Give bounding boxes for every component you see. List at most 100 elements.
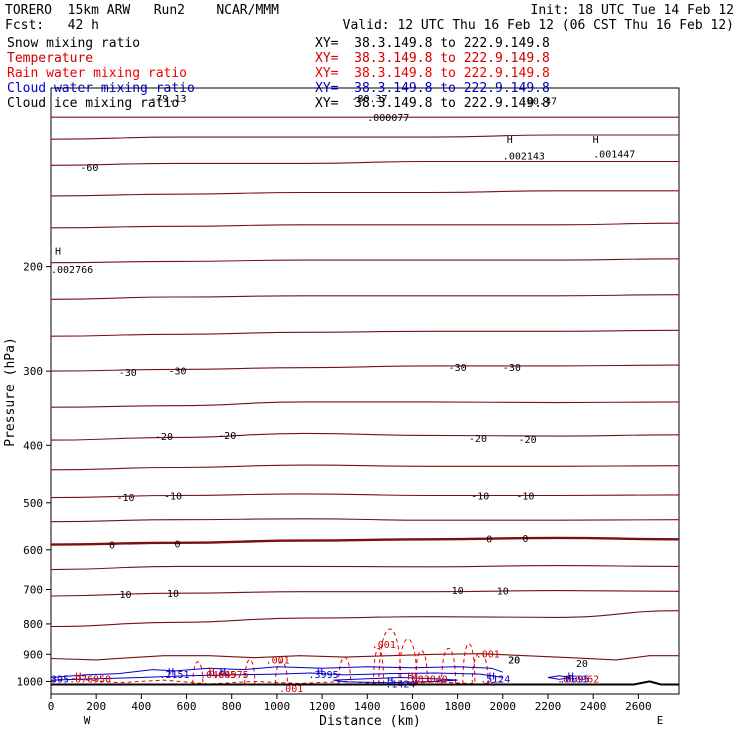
x-tick-label: 1200 bbox=[309, 700, 336, 713]
high-marker: H bbox=[317, 667, 323, 678]
cloud-water-contour bbox=[333, 676, 458, 684]
extremum-value-label: .002766 bbox=[51, 265, 93, 276]
temperature-contour bbox=[50, 518, 680, 523]
cloud-water-contour bbox=[547, 675, 571, 680]
temperature-contour bbox=[50, 294, 680, 300]
extremum-value-label: .04975 bbox=[213, 670, 249, 681]
x-tick-label: 1000 bbox=[264, 700, 291, 713]
field-temperature-label: Temperature bbox=[7, 51, 93, 66]
temperature-contour bbox=[50, 536, 680, 546]
extremum-value-label: .076950 bbox=[69, 674, 111, 685]
extremum-value-label: -79.13 bbox=[150, 94, 186, 105]
x-axis-label: Distance (km) bbox=[319, 714, 421, 729]
extremum-value-label: .001 bbox=[476, 650, 500, 661]
field-snow-xy: XY= 38.3.149.8 to 222.9.149.8 bbox=[315, 36, 550, 51]
temperature-contour-label: 10 bbox=[167, 589, 179, 600]
high-marker: H bbox=[55, 247, 61, 258]
extremum-value-label: .002143 bbox=[503, 152, 545, 163]
y-tick-label: 500 bbox=[23, 497, 43, 510]
temperature-contour-label: 0 bbox=[109, 541, 115, 552]
x-tick-label: 400 bbox=[131, 700, 151, 713]
high-marker: H bbox=[593, 135, 599, 146]
high-marker: H bbox=[209, 667, 215, 678]
extremum-value-label: -80.47 bbox=[521, 97, 557, 108]
x-tick-label: 2600 bbox=[625, 700, 652, 713]
temperature-contour-label: -10 bbox=[164, 491, 182, 502]
field-cloud-ice-label: Cloud ice mixing ratio bbox=[7, 96, 179, 111]
temperature-contour bbox=[50, 464, 680, 471]
temperature-contour bbox=[50, 190, 679, 197]
rain-contour bbox=[373, 648, 385, 684]
x-tick-label: 200 bbox=[86, 700, 106, 713]
rain-contour bbox=[274, 661, 288, 684]
temperature-contour-label: 10 bbox=[120, 590, 132, 601]
x-tick-label: 1800 bbox=[444, 700, 471, 713]
temperature-contour bbox=[50, 222, 680, 229]
y-tick-label: 400 bbox=[23, 439, 43, 452]
cloud-water-contour bbox=[50, 672, 503, 681]
y-tick-label: 1000 bbox=[17, 675, 44, 688]
extremum-value-label: .001 bbox=[266, 655, 290, 666]
temperature-contour-label: -60 bbox=[80, 163, 98, 174]
y-axis-ticks: 200 300 400 500 600 700 800 900 1000 bbox=[17, 261, 51, 688]
extremum-value-label: 395 bbox=[51, 674, 69, 685]
high-marker: H bbox=[75, 672, 81, 683]
high-marker: H bbox=[168, 667, 174, 678]
high-marker: H bbox=[220, 667, 226, 678]
terrain-surface bbox=[51, 680, 679, 686]
temperature-contour-label: -10 bbox=[516, 491, 534, 502]
temperature-contour-label: -10 bbox=[471, 491, 489, 502]
temperature-contour-label: -30 bbox=[119, 368, 137, 379]
y-tick-label: 800 bbox=[23, 618, 43, 631]
valid-time: Valid: 12 UTC Thu 16 Feb 12 (06 CST Thu … bbox=[343, 18, 734, 33]
temperature-contour bbox=[50, 610, 680, 628]
field-temperature-xy: XY= 38.3.149.8 to 222.9.149.8 bbox=[315, 51, 550, 66]
rain-contour bbox=[50, 678, 503, 686]
high-marker: H bbox=[568, 672, 574, 683]
temperature-contour-label: 20 bbox=[508, 655, 520, 666]
rain-contour bbox=[192, 661, 204, 684]
init-time: Init: 18 UTC Tue 14 Feb 12 bbox=[531, 3, 735, 18]
temperature-contour bbox=[50, 493, 680, 499]
x-tick-label: 2000 bbox=[490, 700, 517, 713]
rain-contour bbox=[462, 643, 476, 684]
model-title: TORERO 15km ARW Run2 NCAR/MMM bbox=[5, 3, 279, 18]
y-tick-label: 200 bbox=[23, 261, 43, 274]
temperature-contour-label: 10 bbox=[497, 587, 509, 598]
x-tick-label: 800 bbox=[222, 700, 242, 713]
temperature-contour-label: -30 bbox=[168, 366, 186, 377]
extremum-value-label: .060962 bbox=[557, 674, 599, 685]
temperature-contour-label: 0 bbox=[522, 534, 528, 545]
temperature-contour-label: 10 bbox=[452, 586, 464, 597]
moisture-contours bbox=[50, 628, 571, 686]
extremum-value-label: .001 bbox=[279, 684, 303, 695]
temperature-contour-labels: -60 -30 -30 -30 -30 -20 -20 -20 -20 -10 -10 -10 -10 0… bbox=[80, 163, 588, 670]
rain-contour bbox=[244, 659, 256, 684]
extremum-value-label: .001447 bbox=[593, 150, 635, 161]
high-marker: H bbox=[407, 672, 413, 683]
extremum-value-label: .083040 bbox=[406, 674, 448, 685]
forecast-hour: Fcst: 42 h bbox=[5, 18, 99, 33]
rain-contour bbox=[414, 650, 428, 684]
high-marker: H bbox=[507, 135, 513, 146]
rain-contour bbox=[441, 648, 457, 684]
temperature-contour bbox=[50, 653, 679, 661]
temperature-contour bbox=[50, 134, 679, 140]
temperature-contour-label: -20 bbox=[519, 435, 537, 446]
temperature-contour-label: -10 bbox=[117, 493, 135, 504]
temperature-contour bbox=[50, 565, 680, 571]
y-tick-label: 300 bbox=[23, 365, 43, 378]
temperature-contour-label: 0 bbox=[174, 539, 180, 550]
extremum-value-label: .001 bbox=[372, 640, 396, 651]
x-tick-label: 2400 bbox=[580, 700, 607, 713]
x-tick-label: 0 bbox=[48, 700, 55, 713]
x-tick-label: 1400 bbox=[354, 700, 381, 713]
temperature-contour bbox=[50, 432, 680, 441]
x-axis-west-label: W bbox=[84, 714, 91, 727]
extremum-value-label: .5124 bbox=[480, 674, 510, 685]
temperature-contour-label: -20 bbox=[218, 431, 236, 442]
temperature-contour bbox=[50, 258, 680, 264]
x-tick-label: 600 bbox=[177, 700, 197, 713]
temperature-contour bbox=[50, 329, 680, 337]
